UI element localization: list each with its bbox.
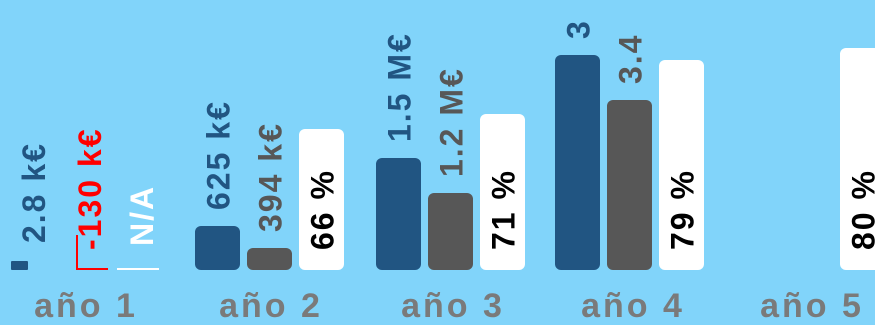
value-label: 2.8 k€ bbox=[16, 142, 52, 243]
category-label: año 3 bbox=[401, 287, 505, 325]
bars-layer bbox=[11, 48, 875, 270]
value-label: 1.2 M€ bbox=[434, 67, 470, 177]
bar bbox=[11, 261, 28, 270]
bar bbox=[299, 129, 344, 270]
bar bbox=[376, 158, 421, 270]
category-label: año 2 bbox=[219, 287, 323, 325]
bar-tick bbox=[76, 235, 78, 270]
value-labels-layer: 2.8 k€ -130 k€ N/A 625 k€ 394 k€ 66 % 1.5 M€ 1.… bbox=[16, 19, 875, 250]
category-labels-layer: año 1 año 2 año 3 año 4 año 5 bbox=[34, 287, 864, 325]
bar bbox=[607, 100, 652, 270]
value-label: N/A bbox=[124, 185, 160, 246]
bar bbox=[428, 193, 473, 270]
category-label: año 5 bbox=[760, 287, 864, 325]
category-label: año 1 bbox=[34, 287, 138, 325]
category-label: año 4 bbox=[581, 287, 685, 325]
value-label: 1.5 M€ bbox=[382, 32, 418, 142]
bar bbox=[480, 114, 525, 270]
value-label: 79 % bbox=[665, 169, 701, 250]
value-label: 3 bbox=[561, 19, 597, 39]
bar bbox=[840, 48, 875, 270]
value-label: 625 k€ bbox=[201, 100, 237, 210]
value-label: -130 k€ bbox=[72, 127, 108, 250]
bar bbox=[117, 268, 159, 270]
value-label: 394 k€ bbox=[253, 122, 289, 232]
value-label: 71 % bbox=[486, 169, 522, 250]
value-label: 66 % bbox=[305, 169, 341, 250]
value-label: 3.4 bbox=[613, 34, 649, 84]
bar bbox=[195, 226, 240, 270]
bar bbox=[659, 60, 704, 270]
bar bbox=[555, 55, 600, 270]
bar bbox=[76, 268, 108, 270]
bar bbox=[247, 248, 292, 270]
value-label: 80 % bbox=[846, 169, 875, 250]
